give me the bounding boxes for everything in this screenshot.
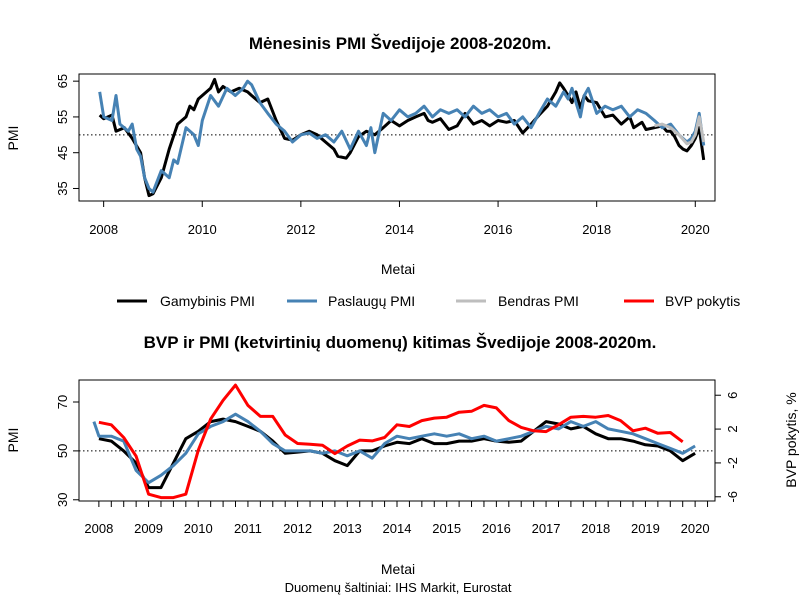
chart2-y-axis: 30 50 70 xyxy=(55,395,79,507)
chart2-series-bvp-pokytis xyxy=(98,383,684,500)
chart2-y-tick-label: 30 xyxy=(55,493,70,507)
chart1-x-tick-label: 2020 xyxy=(681,222,710,237)
chart1-x-tick-label: 2018 xyxy=(582,222,611,237)
chart2-x-tick-label: 2009 xyxy=(134,521,163,536)
legend-item-gdp: BVP pokytis xyxy=(624,293,740,309)
chart2-y-label: PMI xyxy=(5,428,21,453)
legend: Gamybinis PMI Paslaugų PMI Bendras PMI B… xyxy=(117,293,740,309)
chart1-plot-frame xyxy=(78,73,716,202)
chart2-title: BVP ir PMI (ketvirtinių duomenų) kitimas… xyxy=(144,333,657,352)
chart2-series-group xyxy=(92,383,696,500)
chart1-y-tick-label: 45 xyxy=(55,145,70,159)
chart2-y-tick-label: 70 xyxy=(55,395,70,409)
chart2-y2-tick-label: -6 xyxy=(725,491,740,503)
chart1-x-tick-label: 2008 xyxy=(89,222,118,237)
chart2-x-tick-label: 2016 xyxy=(482,521,511,536)
chart2-x-tick-label: 2011 xyxy=(234,521,262,536)
chart2-series-paslaugu-pmi xyxy=(92,412,696,485)
chart2-series-gamybinis-pmi xyxy=(98,417,696,490)
chart2-x-tick-label: 2017 xyxy=(532,521,561,536)
chart1-series-paslaugu-pmi xyxy=(98,79,706,194)
chart2-x-tick-label: 2019 xyxy=(631,521,660,536)
chart2-x-tick-label: 2013 xyxy=(333,521,362,536)
chart1-x-label: Metai xyxy=(381,261,415,277)
chart1-y-tick-label: 35 xyxy=(55,181,70,195)
chart1-x-tick-label: 2012 xyxy=(286,222,315,237)
legend-label-services: Paslaugų PMI xyxy=(328,293,415,309)
chart1-y-label: PMI xyxy=(5,126,21,151)
source-note: Duomenų šaltiniai: IHS Markit, Eurostat xyxy=(285,580,512,595)
chart1-series-group xyxy=(98,77,706,198)
chart2-x-tick-label: 2008 xyxy=(84,521,113,536)
chart1-x-tick-label: 2016 xyxy=(484,222,513,237)
monthly-pmi-chart: Mėnesinis PMI Švedijoje 2008-2020m. 35 45… xyxy=(5,34,716,277)
chart1-series-gamybinis-pmi xyxy=(98,77,706,198)
chart2-y2-label: BVP pokytis, % xyxy=(783,392,799,487)
chart2-y2-tick-label: 6 xyxy=(725,392,740,399)
quarterly-gdp-pmi-chart: BVP ir PMI (ketvirtinių duomenų) kitimas… xyxy=(5,333,799,577)
chart2-x-tick-label: 2010 xyxy=(184,521,213,536)
chart2-x-tick-label: 2014 xyxy=(383,521,412,536)
chart1-y-tick-label: 55 xyxy=(55,110,70,124)
legend-label-gdp: BVP pokytis xyxy=(665,293,740,309)
chart2-x-axis: 2008 2009 2010 2011 2012 2013 2014 2015 2016 2017… xyxy=(84,501,710,536)
chart2-x-tick-label: 2015 xyxy=(432,521,461,536)
chart2-x-label: Metai xyxy=(381,561,415,577)
chart1-series-bendras-pmi xyxy=(654,115,706,146)
chart2-x-tick-label: 2018 xyxy=(581,521,610,536)
chart1-y-tick-label: 65 xyxy=(55,74,70,88)
chart2-y-tick-label: 50 xyxy=(55,444,70,458)
chart2-x-tick-label: 2020 xyxy=(681,521,710,536)
legend-label-manufacturing: Gamybinis PMI xyxy=(160,293,255,309)
chart1-title: Mėnesinis PMI Švedijoje 2008-2020m. xyxy=(249,34,551,53)
chart2-plot-frame xyxy=(78,379,716,502)
chart1-x-axis: 2008 2010 2012 2014 2016 2018 2020 xyxy=(89,201,710,237)
legend-item-composite: Bendras PMI xyxy=(456,293,579,309)
chart1-x-tick-label: 2014 xyxy=(385,222,414,237)
legend-label-composite: Bendras PMI xyxy=(498,293,579,309)
chart2-y2-tick-label: -2 xyxy=(725,457,740,469)
chart1-x-tick-label: 2010 xyxy=(188,222,217,237)
legend-item-manufacturing: Gamybinis PMI xyxy=(117,293,255,309)
chart2-y2-axis: -6 -2 2 6 xyxy=(715,392,740,503)
legend-item-services: Paslaugų PMI xyxy=(287,293,415,309)
chart2-x-tick-label: 2012 xyxy=(283,521,312,536)
chart2-y2-tick-label: 2 xyxy=(725,425,740,432)
chart1-y-axis: 35 45 55 65 xyxy=(55,74,79,196)
